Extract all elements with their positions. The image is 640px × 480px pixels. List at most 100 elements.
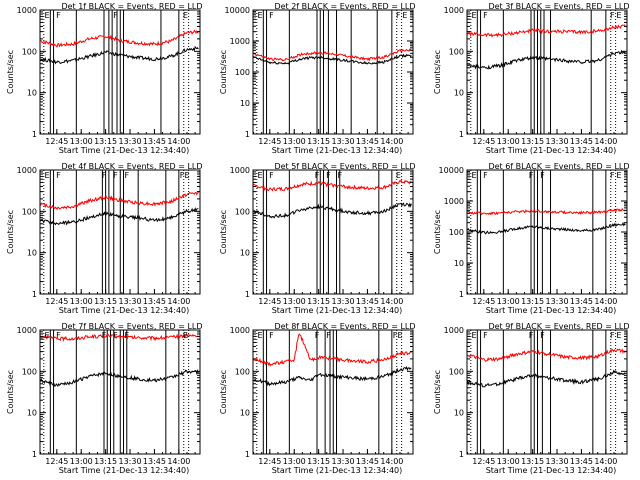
x-axis-label: Start Time (21-Dec-13 12:34:40)	[272, 466, 403, 475]
y-axis-label: Counts/sec	[433, 370, 442, 414]
x-tick-label: 13:45	[143, 457, 166, 466]
x-tick-label: 14:00	[594, 137, 617, 146]
flag-label: E	[183, 11, 188, 20]
y-tick-label: 100	[449, 228, 464, 237]
series-line-events	[467, 221, 626, 235]
flag-label: E	[258, 171, 263, 180]
chart-title: Det 2f BLACK = Events, RED = LLD	[274, 2, 415, 11]
flag-label: E	[183, 331, 188, 340]
x-tick-label: 13:45	[356, 297, 379, 306]
series-line-lld	[253, 179, 412, 192]
x-tick-label: 12:45	[258, 297, 281, 306]
flag-label: E	[258, 331, 263, 340]
x-axis-label: Start Time (21-Dec-13 12:34:40)	[486, 306, 617, 315]
x-tick-label: 14:00	[594, 297, 617, 306]
flag-label: F	[113, 331, 118, 340]
x-tick-label: 13:45	[570, 297, 593, 306]
y-axis-label: Counts/sec	[6, 210, 15, 254]
flag-label: E	[397, 331, 402, 340]
x-tick-label: 12:45	[472, 137, 495, 146]
y-tick-label: 10000	[225, 6, 250, 15]
y-tick-label: 10	[27, 89, 37, 98]
y-tick-label: 1	[459, 130, 464, 139]
series-line-events	[40, 369, 199, 388]
flag-label: F	[124, 331, 129, 340]
flag-label: F	[529, 171, 534, 180]
flag-label: E	[45, 171, 50, 180]
y-tick-label: 10	[454, 89, 464, 98]
flag-label: E	[472, 171, 477, 180]
y-tick-label: 1	[32, 290, 37, 299]
y-axis-label: Counts/sec	[6, 50, 15, 94]
flag-label: F	[113, 171, 118, 180]
flag-label: E	[396, 171, 401, 180]
y-axis-label: Counts/sec	[6, 370, 15, 414]
x-tick-label: 13:15	[521, 137, 544, 146]
flag-label: E	[45, 331, 50, 340]
x-tick-label: 12:45	[45, 297, 68, 306]
chart-title: Det 4f BLACK = Events, RED = LLD	[61, 162, 202, 171]
chart-title: Det 9f BLACK = Events, RED = LLD	[488, 322, 629, 331]
chart-title: Det 8f BLACK = Events, RED = LLD	[274, 322, 415, 331]
y-tick-label: 10	[240, 249, 250, 258]
flag-label: F	[56, 331, 61, 340]
y-tick-label: 1	[245, 130, 250, 139]
x-axis-label: Start Time (21-Dec-13 12:34:40)	[59, 146, 190, 155]
series-line-events	[40, 207, 199, 226]
y-tick-label: 1	[32, 130, 37, 139]
y-tick-label: 1	[32, 450, 37, 459]
y-axis-label: Counts/sec	[433, 210, 442, 254]
x-tick-label: 13:15	[94, 457, 117, 466]
flag-label: F	[483, 11, 488, 20]
x-tick-label: 13:00	[283, 297, 306, 306]
x-tick-label: 13:00	[70, 137, 93, 146]
x-tick-label: 12:45	[472, 457, 495, 466]
flag-label: E	[45, 11, 50, 20]
x-tick-label: 13:15	[307, 297, 330, 306]
flag-label: F	[124, 171, 129, 180]
y-tick-label: 1	[459, 450, 464, 459]
y-tick-label: 1000	[444, 6, 464, 15]
x-axis-label: Start Time (21-Dec-13 12:34:40)	[272, 306, 403, 315]
flag-label: F	[540, 331, 545, 340]
flag-label: F	[102, 331, 107, 340]
y-tick-label: 10	[27, 409, 37, 418]
chart-title: Det 1f BLACK = Events, RED = LLD	[61, 2, 202, 11]
y-tick-label: 1000	[230, 37, 250, 46]
y-tick-label: 100	[449, 367, 464, 376]
flag-label: F	[326, 331, 331, 340]
x-tick-label: 13:15	[94, 137, 117, 146]
flag-label: F	[102, 171, 107, 180]
flag-label: F	[483, 331, 488, 340]
series-line-lld	[253, 333, 412, 367]
x-tick-label: 13:45	[570, 137, 593, 146]
flag-label: F	[315, 171, 320, 180]
y-tick-label: 100	[22, 367, 37, 376]
x-axis-label: Start Time (21-Dec-13 12:34:40)	[486, 146, 617, 155]
flag-label: F	[529, 331, 534, 340]
y-axis-label: Counts/sec	[433, 50, 442, 94]
x-tick-label: 12:45	[45, 457, 68, 466]
flag-label: F	[610, 171, 615, 180]
x-tick-label: 13:30	[119, 297, 142, 306]
x-tick-label: 13:45	[356, 137, 379, 146]
x-tick-label: 14:00	[380, 297, 403, 306]
y-tick-label: 1	[459, 290, 464, 299]
flag-label: E	[402, 11, 407, 20]
plot-frame	[39, 329, 201, 455]
y-tick-label: 10	[240, 409, 250, 418]
x-tick-label: 13:30	[546, 137, 569, 146]
chart-title: Det 7f BLACK = Events, RED = LLD	[61, 322, 202, 331]
flag-label: E	[472, 11, 477, 20]
series-line-events	[40, 45, 199, 65]
y-tick-label: 100	[22, 207, 37, 216]
flag-label: F	[269, 171, 274, 180]
y-tick-label: 1000	[230, 166, 250, 175]
flag-label: F	[393, 331, 398, 340]
series-line-lld	[40, 29, 199, 48]
